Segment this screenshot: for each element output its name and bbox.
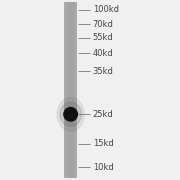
Ellipse shape [57, 97, 84, 131]
Text: 10kd: 10kd [93, 163, 113, 172]
Text: 25kd: 25kd [93, 110, 113, 119]
Ellipse shape [60, 102, 81, 126]
Text: 100kd: 100kd [93, 5, 119, 14]
Ellipse shape [64, 107, 77, 121]
Text: 70kd: 70kd [93, 20, 114, 29]
Text: 40kd: 40kd [93, 49, 113, 58]
Text: 35kd: 35kd [93, 67, 114, 76]
Bar [67, 2, 75, 178]
Text: 55kd: 55kd [93, 33, 113, 42]
Bar [64, 2, 77, 178]
Text: 15kd: 15kd [93, 140, 113, 148]
